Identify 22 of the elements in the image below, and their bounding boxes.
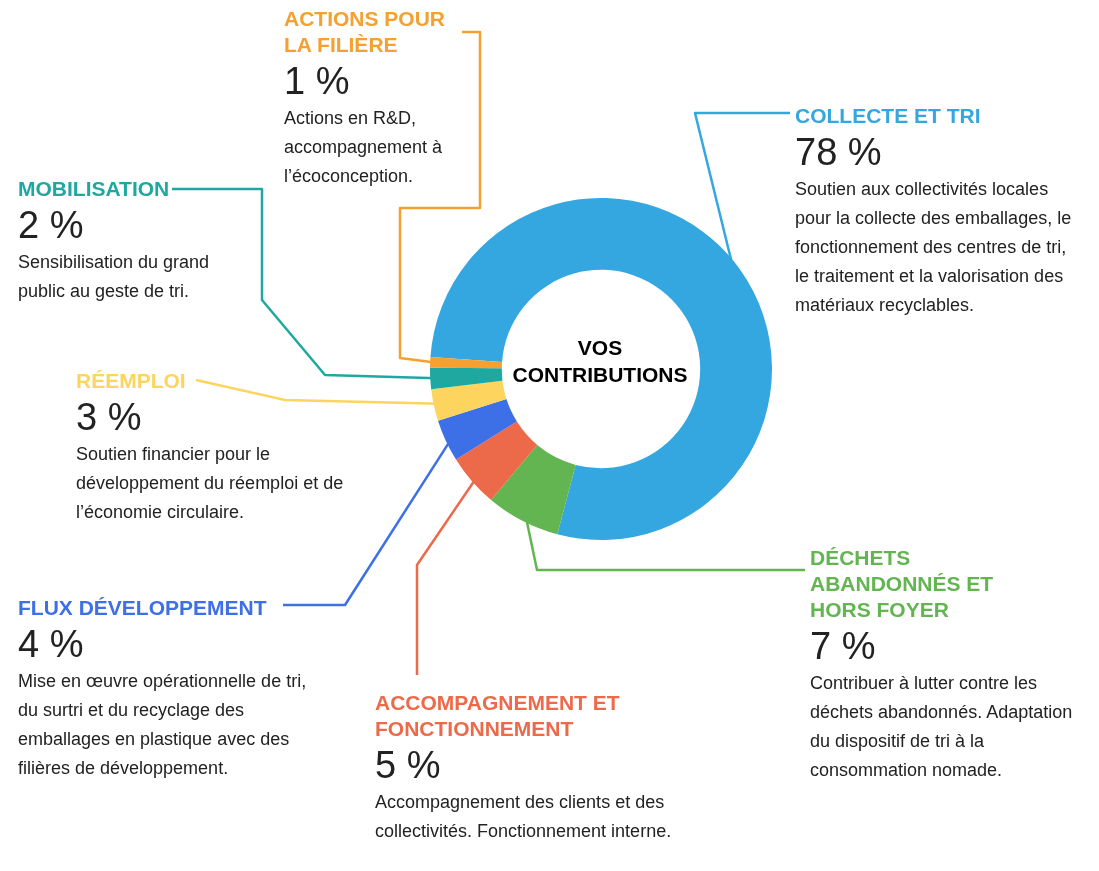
slice-label: MOBILISATION (18, 176, 171, 202)
data-label: 3 % (76, 395, 143, 440)
text: Actions en R&D, accompagnement à l’écoconception. (284, 107, 444, 188)
slice-label: DÉCHETS ABANDONNÉS ET HORS FOYER (810, 545, 995, 623)
slice-label: COLLECTE ET TRI (795, 103, 982, 129)
text: Sensibilisation du grand public au geste de tri. (18, 251, 211, 303)
data-label: 5 % (375, 743, 442, 788)
text: VOS CONTRIBUTIONS (511, 335, 689, 388)
text: Soutien financier pour le développement du réemploi et de l’économie circulaire. (76, 443, 345, 524)
text: Contribuer à lutter contre les déchets abandonnés. Adaptation du dispositif de tri à la consommation nomade. (810, 672, 1074, 782)
text: Mise en œuvre opérationnelle de tri, du surtri et du recyclage des emballages en plastique avec des filières de développement. (18, 670, 308, 780)
data-label: 4 % (18, 622, 85, 667)
data-label: 7 % (810, 624, 877, 669)
data-label: 2 % (18, 203, 85, 248)
data-label: 78 % (795, 130, 883, 175)
slice-label: ACTIONS POUR LA FILIÈRE (284, 6, 446, 58)
text: Accompagnement des clients et des collectivités. Fonctionnement interne. (375, 791, 673, 843)
data-label: 1 % (284, 59, 351, 104)
slice-label: FLUX DÉVELOPPEMENT (18, 595, 268, 621)
slice-label: ACCOMPAGNEMENT ET FONCTIONNEMENT (375, 690, 621, 742)
text: Soutien aux collectivités locales pour la collecte des emballages, le fonctionnement des centres de tri, le traitement et la valorisation des matériaux recyclables. (795, 178, 1073, 317)
slice-label: RÉEMPLOI (76, 368, 187, 394)
